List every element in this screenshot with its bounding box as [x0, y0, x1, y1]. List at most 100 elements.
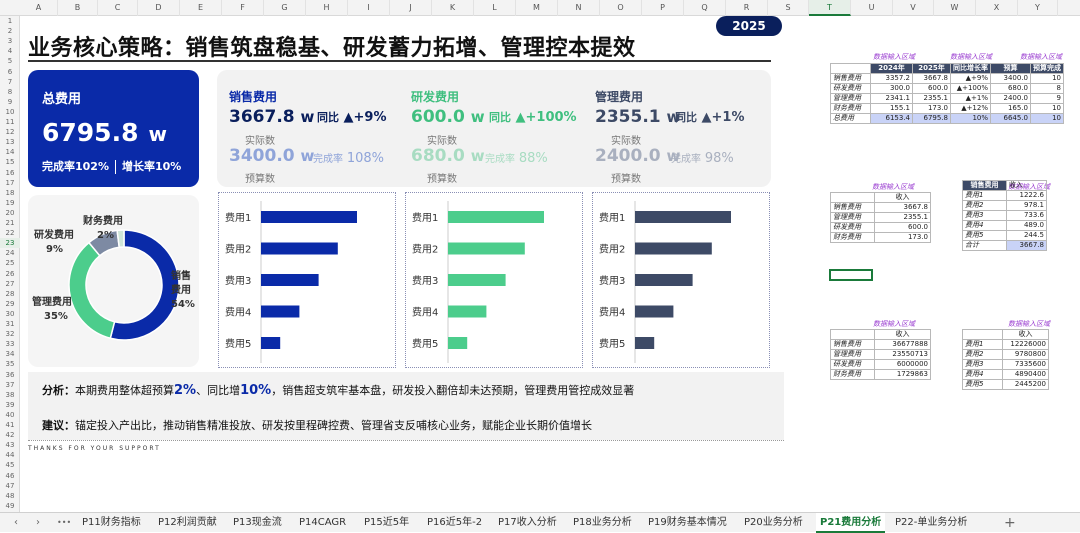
- table-header-cell[interactable]: 收入: [1006, 180, 1047, 191]
- row-header-26[interactable]: 26: [5, 269, 15, 278]
- row-header-1[interactable]: 1: [7, 17, 13, 25]
- table-cell[interactable]: 8: [1030, 83, 1064, 94]
- row-header-30[interactable]: 30: [5, 309, 15, 318]
- row-header-20[interactable]: 20: [5, 208, 15, 217]
- table-cell[interactable]: 总费用: [830, 113, 871, 124]
- row-header-8[interactable]: 8: [7, 87, 13, 96]
- donut-slice-0[interactable]: [109, 229, 180, 341]
- table-cell[interactable]: 7335600: [1002, 359, 1049, 370]
- sheet-tab-1[interactable]: P12利润贡献: [158, 517, 217, 528]
- row-header-9[interactable]: 9: [7, 97, 13, 106]
- table-header-cell[interactable]: 2025年: [912, 63, 951, 74]
- table-cell[interactable]: 管理费用: [830, 349, 875, 360]
- row-header-27[interactable]: 27: [5, 279, 15, 288]
- column-header-A[interactable]: A: [20, 0, 58, 16]
- row-header-48[interactable]: 48: [5, 491, 15, 500]
- table-cell[interactable]: 费用3: [962, 359, 1003, 370]
- sheet-tab-5[interactable]: P16近5年-2: [427, 517, 483, 528]
- sheet-tab-8[interactable]: P19财务基本情况: [648, 517, 727, 528]
- table-cell[interactable]: 费用2: [962, 349, 1003, 360]
- row-header-31[interactable]: 31: [5, 320, 15, 328]
- row-header-14[interactable]: 14: [5, 148, 15, 157]
- column-header-W[interactable]: W: [934, 0, 976, 16]
- row-header-32[interactable]: 32: [5, 330, 15, 339]
- table-cell[interactable]: 173.0: [874, 232, 931, 243]
- row-header-38[interactable]: 38: [5, 390, 15, 399]
- table-cell[interactable]: 财务费用: [830, 232, 875, 243]
- row-header-18[interactable]: 18: [5, 188, 15, 197]
- sheet-tab-4[interactable]: P15近5年: [364, 517, 410, 528]
- column-header-D[interactable]: D: [138, 0, 180, 16]
- bar-3[interactable]: [448, 274, 506, 286]
- table-cell[interactable]: 2400.0: [990, 93, 1031, 104]
- table-header-cell[interactable]: 2024年: [870, 63, 913, 74]
- row-header-22[interactable]: 22: [5, 229, 15, 238]
- row-header-43[interactable]: 43: [5, 441, 15, 450]
- table-cell[interactable]: 244.5: [1006, 230, 1047, 241]
- table-cell[interactable]: 费用3: [962, 210, 1007, 221]
- spreadsheet-canvas[interactable]: 2025 业务核心策略：销售筑盘稳基、研发蓄力拓增、管理控本提效 总费用 679…: [20, 16, 1080, 512]
- column-header-R[interactable]: R: [726, 0, 768, 16]
- sheet-tab-11[interactable]: P22-单业务分析: [895, 517, 968, 528]
- table-cell[interactable]: 155.1: [870, 103, 913, 114]
- table-header-cell[interactable]: [962, 329, 1003, 340]
- row-header-25[interactable]: 25: [5, 259, 15, 268]
- row-header-16[interactable]: 16: [5, 168, 15, 177]
- table-header-cell[interactable]: 收入: [874, 329, 931, 340]
- table-cell[interactable]: 销售费用: [830, 73, 871, 84]
- table-cell[interactable]: 2355.1: [874, 212, 931, 223]
- column-header-T[interactable]: T: [809, 0, 851, 16]
- bar-4[interactable]: [448, 305, 487, 318]
- table-cell[interactable]: 165.0: [990, 103, 1031, 114]
- bar-5[interactable]: [635, 337, 655, 349]
- table-cell[interactable]: 费用2: [962, 200, 1007, 211]
- row-header-44[interactable]: 44: [5, 451, 15, 460]
- table-cell[interactable]: 600.0: [874, 222, 931, 233]
- table-cell[interactable]: 费用4: [962, 369, 1003, 380]
- table-cell[interactable]: 6000000: [874, 359, 931, 370]
- table-cell[interactable]: 研发费用: [830, 83, 871, 94]
- summary-table[interactable]: 2024年 2025年 同比增长率 预算 预算完成 销售费用 3357.2 3667.8 ▲+9…: [830, 63, 1064, 124]
- row-header-34[interactable]: 34: [5, 350, 15, 359]
- row-header-36[interactable]: 36: [5, 370, 15, 379]
- table-cell[interactable]: 3667.8: [1006, 240, 1047, 251]
- row-header-19[interactable]: 19: [5, 198, 15, 207]
- row-header-11[interactable]: 11: [5, 118, 15, 126]
- column-header-P[interactable]: P: [642, 0, 684, 16]
- row-header-4[interactable]: 4: [7, 47, 13, 56]
- table-cell[interactable]: 3400.0: [990, 73, 1031, 84]
- row-header-12[interactable]: 12: [5, 128, 15, 137]
- row-header-42[interactable]: 42: [5, 431, 15, 440]
- row-header-39[interactable]: 39: [5, 400, 15, 409]
- table-cell[interactable]: 管理费用: [830, 212, 875, 223]
- bar-5[interactable]: [448, 337, 468, 349]
- sheet-tab-10[interactable]: P21费用分析: [816, 513, 886, 533]
- table-cell[interactable]: 1729863: [874, 369, 931, 380]
- table-cell[interactable]: 10: [1030, 113, 1064, 124]
- column-header-B[interactable]: B: [58, 0, 98, 16]
- tab-scroll-left-icon[interactable]: ‹: [14, 517, 18, 528]
- row-header-45[interactable]: 45: [5, 461, 15, 470]
- sheet-tab-9[interactable]: P20业务分析: [744, 517, 803, 528]
- row-header-28[interactable]: 28: [5, 289, 15, 298]
- table-cell[interactable]: 12226000: [1002, 339, 1049, 350]
- table-cell[interactable]: 36677888: [874, 339, 931, 350]
- column-header-S[interactable]: S: [768, 0, 809, 16]
- table-cell[interactable]: 费用4: [962, 220, 1007, 231]
- bar-1[interactable]: [261, 211, 357, 223]
- table-cell[interactable]: 1222.6: [1006, 190, 1047, 201]
- raw-expense-table[interactable]: 收入 销售费用 36677888 管理费用 23550713 研发费用 6000000 财务费…: [830, 329, 931, 380]
- column-header-C[interactable]: C: [98, 0, 138, 16]
- table-cell[interactable]: 4890400: [1002, 369, 1049, 380]
- column-header-V[interactable]: V: [893, 0, 934, 16]
- row-header-21[interactable]: 21: [5, 219, 15, 227]
- table-cell[interactable]: 财务费用: [830, 369, 875, 380]
- bar-3[interactable]: [261, 274, 319, 286]
- table-cell[interactable]: 3667.8: [912, 73, 951, 84]
- sheet-tab-7[interactable]: P18业务分析: [573, 517, 632, 528]
- table-cell[interactable]: 财务费用: [830, 103, 871, 114]
- column-header-U[interactable]: U: [851, 0, 893, 16]
- table-cell[interactable]: 费用5: [962, 230, 1007, 241]
- row-header-23[interactable]: 23: [0, 238, 20, 249]
- row-header-41[interactable]: 41: [5, 421, 15, 429]
